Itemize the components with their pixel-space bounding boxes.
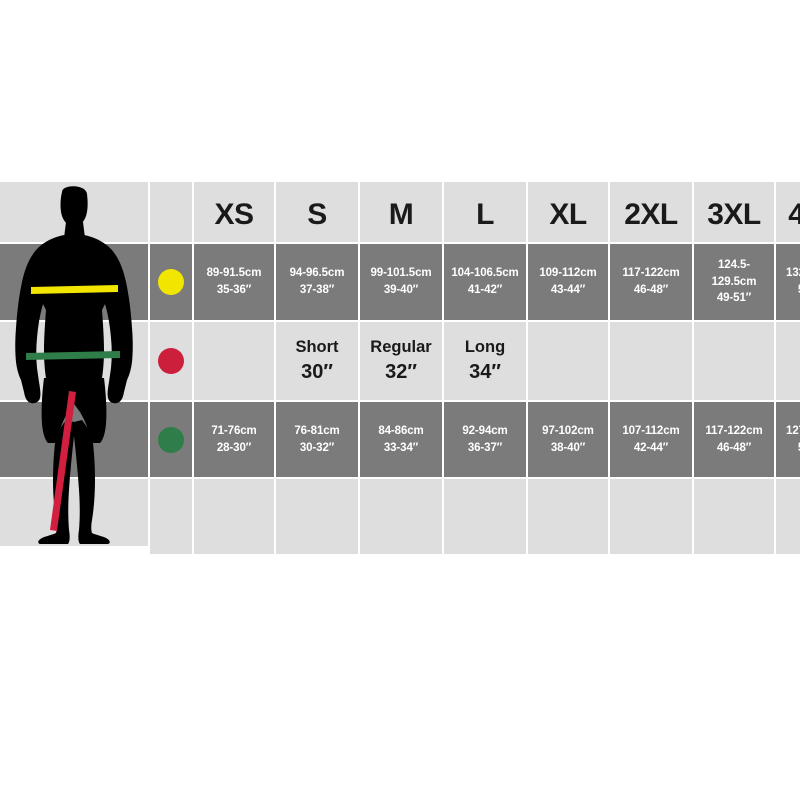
size-chart-table: XS S M L XL 2XL 3XL 4XL 89-91.5cm35-36″ … <box>0 182 800 554</box>
chest-s-cm: 94-96.5cm <box>289 267 345 280</box>
chest-xl-cm: 109-112cm <box>539 267 597 280</box>
size-header-m: M <box>360 182 442 242</box>
red-dot-icon <box>158 348 184 374</box>
inseam-l-label: Long <box>464 338 506 357</box>
chest-xs-cm: 89-91.5cm <box>206 267 262 280</box>
inseam-row-marker <box>150 322 192 400</box>
chest-xl-cell: 109-112cm 43-44″ <box>528 244 608 320</box>
footer-cell-2xl <box>610 479 692 554</box>
footer-marker-spacer <box>150 479 192 554</box>
waist-3xl-in: 46-48″ <box>716 441 752 454</box>
chest-2xl-cell: 117-122cm 46-48″ <box>610 244 692 320</box>
inseam-m-cell: Regular 32″ <box>360 322 442 400</box>
size-header-l: L <box>444 182 526 242</box>
waist-s-cell: 76-81cm 30-32″ <box>276 402 358 477</box>
inseam-measure-line <box>50 391 76 531</box>
size-header-2xl: 2XL <box>610 182 692 242</box>
waist-3xl-cell: 117-122cm 46-48″ <box>694 402 774 477</box>
inseam-l-value: 34″ <box>469 360 501 383</box>
chest-3xl-cm: 124.5-129.5cm <box>711 258 757 288</box>
inseam-m-value: 32″ <box>385 360 417 383</box>
header-marker-spacer <box>150 182 192 242</box>
waist-xl-cm: 97-102cm <box>542 424 594 437</box>
inseam-s-value: 30″ <box>301 360 333 383</box>
waist-xl-cell: 97-102cm 38-40″ <box>528 402 608 477</box>
chest-m-cell: 99-101.5cm 39-40″ <box>360 244 442 320</box>
body-figure-panel <box>0 182 148 554</box>
inseam-m-label: Regular <box>370 338 432 357</box>
footer-cell-s <box>276 479 358 554</box>
waist-xl-in: 38-40″ <box>550 441 586 454</box>
waist-3xl-cm: 117-122cm <box>705 424 763 437</box>
inseam-l-cell: Long 34″ <box>444 322 526 400</box>
inseam-xs-cell <box>194 322 274 400</box>
yellow-dot-icon <box>158 269 184 295</box>
figure-band-waist <box>0 402 148 477</box>
size-header-xl: XL <box>528 182 608 242</box>
footer-cell-m <box>360 479 442 554</box>
chest-4xl-in: 52-54″ <box>786 282 800 299</box>
chest-m-in: 39-40″ <box>383 284 419 296</box>
inseam-s-label: Short <box>295 338 339 357</box>
chest-measure-line <box>31 285 118 294</box>
waist-m-cm: 84-86cm <box>378 424 424 437</box>
chest-l-in: 41-42″ <box>467 284 503 296</box>
waist-l-cell: 92-94cm 36-37″ <box>444 402 526 477</box>
chest-4xl-cell: 132-137cm 52-54″ <box>776 244 800 320</box>
chest-l-cm: 104-106.5cm <box>451 267 519 280</box>
footer-cell-xs <box>194 479 274 554</box>
chest-2xl-cm: 117-122cm <box>622 267 680 280</box>
chest-xl-in: 43-44″ <box>550 284 586 296</box>
waist-2xl-cm: 107-112cm <box>622 424 680 437</box>
waist-m-in: 33-34″ <box>383 441 419 454</box>
chest-l-cell: 104-106.5cm 41-42″ <box>444 244 526 320</box>
waist-2xl-in: 42-44″ <box>633 441 669 454</box>
waist-4xl-cm: 127-132cm <box>786 424 800 437</box>
chest-3xl-in: 49-51″ <box>716 292 752 305</box>
footer-cell-xl <box>528 479 608 554</box>
waist-l-in: 36-37″ <box>467 441 503 454</box>
waist-m-cell: 84-86cm 33-34″ <box>360 402 442 477</box>
footer-cell-4xl <box>776 479 800 554</box>
footer-cell-3xl <box>694 479 774 554</box>
green-dot-icon <box>158 426 184 453</box>
chest-s-in: 37-38″ <box>299 284 335 296</box>
size-header-s: S <box>276 182 358 242</box>
waist-xs-cm: 71-76cm <box>211 424 257 437</box>
inseam-s-cell: Short 30″ <box>276 322 358 400</box>
inseam-4xl-cell <box>776 322 800 400</box>
waist-xs-in: 28-30″ <box>216 441 252 454</box>
footer-cell-l <box>444 479 526 554</box>
chest-2xl-in: 46-48″ <box>633 284 669 296</box>
male-body-silhouette-icon <box>15 186 133 544</box>
size-header-xs: XS <box>194 182 274 242</box>
waist-s-in: 30-32″ <box>299 441 335 454</box>
waist-s-cm: 76-81cm <box>294 424 340 437</box>
chest-3xl-cell: 124.5-129.5cm 49-51″ <box>694 244 774 320</box>
waist-2xl-cell: 107-112cm 42-44″ <box>610 402 692 477</box>
waist-xs-cell: 71-76cm 28-30″ <box>194 402 274 477</box>
waist-4xl-cell: 127-132cm 50-52″ <box>776 402 800 477</box>
figure-band-footer <box>0 479 148 546</box>
inseam-3xl-cell <box>694 322 774 400</box>
chest-m-cm: 99-101.5cm <box>370 267 432 280</box>
chest-4xl-cm: 132-137cm <box>786 267 800 280</box>
size-header-3xl: 3XL <box>694 182 774 242</box>
inseam-xl-cell <box>528 322 608 400</box>
inseam-2xl-cell <box>610 322 692 400</box>
chest-s-cell: 94-96.5cm 37-38″ <box>276 244 358 320</box>
chest-row-marker <box>150 244 192 320</box>
waist-4xl-in: 50-52″ <box>786 440 800 457</box>
chest-xs-in: 35-36″ <box>216 284 252 296</box>
chest-xs-cell: 89-91.5cm 35-36″ <box>194 244 274 320</box>
waist-l-cm: 92-94cm <box>462 424 508 437</box>
waist-row-marker <box>150 402 192 477</box>
size-header-4xl: 4XL <box>776 182 800 242</box>
waist-measure-line <box>26 351 120 360</box>
